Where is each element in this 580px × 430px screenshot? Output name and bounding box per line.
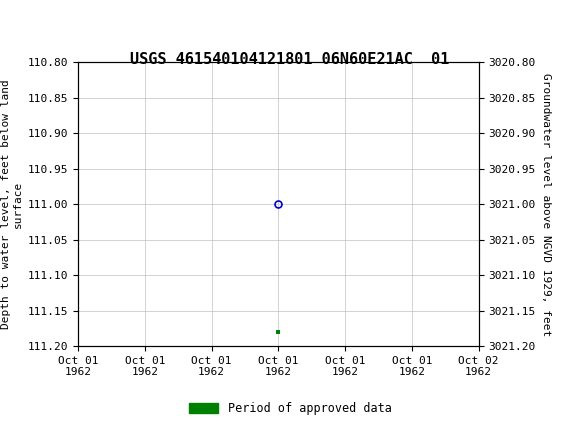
Y-axis label: Depth to water level, feet below land
surface: Depth to water level, feet below land su…	[1, 80, 23, 329]
Text: USGS: USGS	[34, 12, 97, 33]
Text: Z: Z	[7, 11, 25, 34]
Y-axis label: Groundwater level above NGVD 1929, feet: Groundwater level above NGVD 1929, feet	[541, 73, 551, 336]
Text: USGS 461540104121801 06N60E21AC  01: USGS 461540104121801 06N60E21AC 01	[130, 52, 450, 67]
Legend: Period of approved data: Period of approved data	[184, 397, 396, 420]
